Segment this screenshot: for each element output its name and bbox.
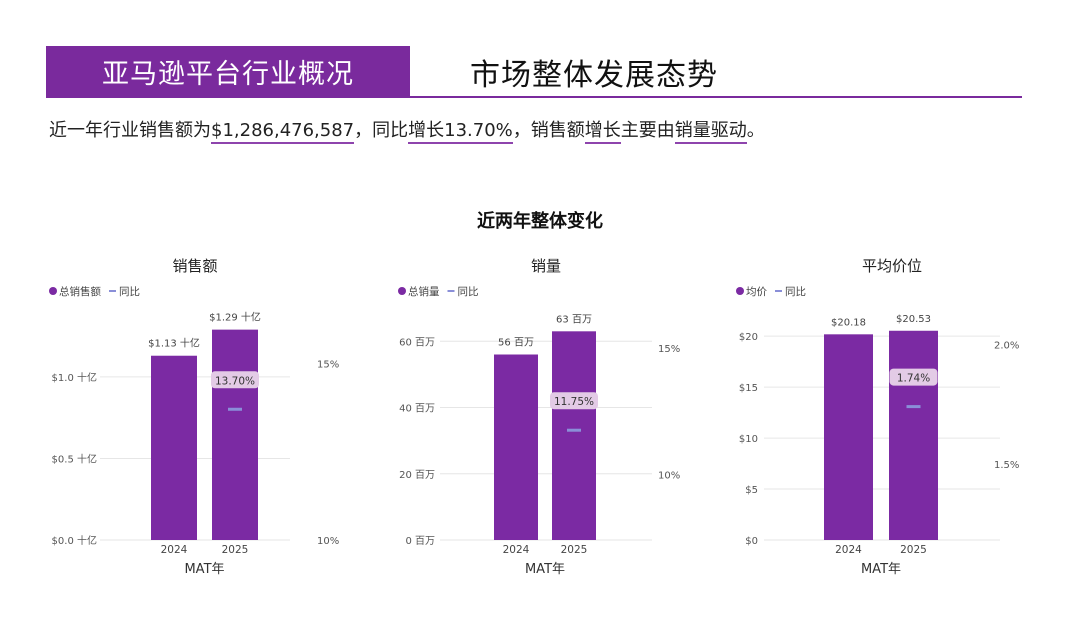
legend-yoy-label: 同比: [458, 285, 479, 298]
summary-text-5: 。: [746, 120, 765, 141]
summary-text-4: 主要由: [620, 120, 675, 141]
section-title: 近两年整体变化: [477, 211, 603, 232]
y-tick-label: $0: [745, 536, 758, 547]
x-axis-label: MAT年: [525, 562, 565, 577]
x-tick-label: 2025: [222, 544, 249, 556]
yoy-label: 13.70%: [215, 375, 255, 387]
summary-text-2: ，同比: [354, 120, 409, 141]
summary-sales-value: $1,286,476,587: [211, 120, 355, 144]
y2-tick-label: 10%: [317, 536, 339, 547]
y-tick-label: $5: [745, 485, 758, 496]
page-title: 市场整体发展态势: [470, 58, 718, 93]
legend-series-label: 总销量: [408, 285, 440, 298]
bar-2025: [212, 329, 258, 540]
y-tick-label: $10: [739, 434, 758, 445]
legend-series-label: 总销售额: [59, 285, 101, 298]
bar-value-label: $1.13 十亿: [148, 337, 200, 350]
y-tick-label: 40 百万: [399, 403, 435, 415]
x-tick-label: 2025: [561, 544, 588, 556]
y2-tick-label: 2.0%: [994, 341, 1019, 352]
y2-tick-label: 1.5%: [994, 460, 1019, 471]
y2-tick-label: 10%: [658, 470, 680, 481]
bar-value-label: $1.29 十亿: [209, 311, 261, 324]
y-tick-label: $20: [739, 332, 758, 343]
summary-text-3: ，销售额: [512, 120, 585, 141]
legend-series-marker: [49, 287, 57, 295]
yoy-label: 1.74%: [897, 373, 930, 385]
summary-growth-value: 增长13.70%: [408, 120, 513, 144]
bar-value-label: 63 百万: [556, 313, 592, 325]
x-tick-label: 2025: [900, 544, 927, 556]
y2-tick-label: 15%: [317, 359, 339, 370]
bar-value-label: 56 百万: [498, 337, 534, 349]
y-tick-label: $0.0 十亿: [52, 534, 97, 547]
yoy-label-background: [889, 368, 938, 386]
bar-2025: [552, 331, 596, 540]
bar-value-label: $20.18: [831, 317, 866, 328]
y-tick-label: 60 百万: [399, 336, 435, 348]
section-header-title: 亚马逊平台行业概况: [102, 59, 354, 90]
y2-tick-label: 15%: [658, 344, 680, 355]
chart-title: 平均价位: [862, 257, 922, 275]
summary-increase-word: 增长: [584, 120, 621, 144]
y-tick-label: $1.0 十亿: [52, 371, 97, 384]
bar-2024: [151, 355, 197, 540]
x-tick-label: 2024: [161, 544, 188, 556]
x-axis-label: MAT年: [184, 562, 224, 577]
yoy-label-background: [211, 371, 259, 389]
legend-series-marker: [736, 287, 744, 295]
legend-yoy-label: 同比: [785, 285, 806, 298]
bar-2024: [824, 334, 873, 540]
x-tick-label: 2024: [503, 544, 530, 556]
summary-text-1: 近一年行业销售额为: [49, 120, 211, 141]
summary-sentence: 近一年行业销售额为$1,286,476,587，同比增长13.70%，销售额增长…: [49, 116, 765, 144]
header-divider: [46, 96, 1022, 98]
legend-series-label: 均价: [746, 286, 767, 298]
bar-2024: [494, 354, 538, 540]
yoy-label: 11.75%: [554, 396, 594, 408]
bar-2025: [889, 330, 938, 540]
chart-title: 销售额: [172, 257, 217, 275]
section-header-band: 亚马逊平台行业概况: [46, 46, 410, 97]
y-tick-label: $0.5 十亿: [52, 452, 97, 465]
y-tick-label: $15: [739, 383, 758, 394]
legend-series-marker: [398, 287, 406, 295]
bar-value-label: $20.53: [896, 314, 931, 325]
y-tick-label: 20 百万: [399, 469, 435, 481]
x-axis-label: MAT年: [861, 562, 901, 577]
x-tick-label: 2024: [835, 544, 862, 556]
y-tick-label: 0 百万: [405, 535, 435, 547]
summary-driver: 销量驱动: [674, 120, 747, 144]
legend-yoy-label: 同比: [119, 285, 140, 298]
yoy-label-background: [550, 392, 598, 410]
chart-title: 销量: [531, 257, 561, 275]
